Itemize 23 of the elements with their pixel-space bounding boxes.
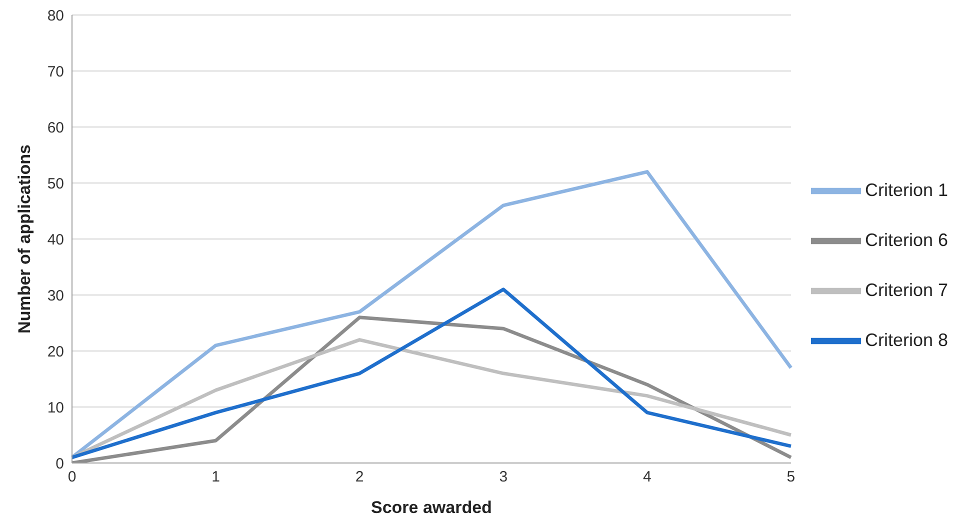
legend-label: Criterion 8	[864, 329, 948, 350]
y-tick-label: 30	[47, 287, 64, 304]
x-axis-title: Score awarded	[371, 498, 492, 517]
y-tick-label: 80	[47, 7, 64, 24]
y-tick-label: 0	[56, 455, 64, 472]
x-tick-label: 3	[499, 468, 508, 486]
y-tick-label: 70	[47, 63, 64, 80]
x-tick-label: 0	[68, 468, 76, 486]
legend-label: Criterion 7	[864, 279, 948, 300]
x-tick-label: 4	[643, 468, 652, 486]
y-tick-label: 40	[47, 231, 64, 248]
legend-label: Criterion 1	[864, 179, 948, 200]
y-tick-label: 20	[47, 343, 64, 360]
x-tick-label: 2	[355, 468, 364, 486]
y-tick-label: 60	[47, 119, 64, 136]
y-tick-label: 10	[47, 399, 64, 416]
y-axis-title: Number of applications	[15, 144, 34, 334]
y-tick-label: 50	[47, 175, 64, 192]
x-tick-label: 5	[786, 468, 796, 486]
x-tick-label: 1	[212, 468, 220, 486]
line-series	[70, 170, 793, 460]
legend-label: Criterion 6	[864, 229, 948, 250]
line-series	[70, 288, 793, 460]
